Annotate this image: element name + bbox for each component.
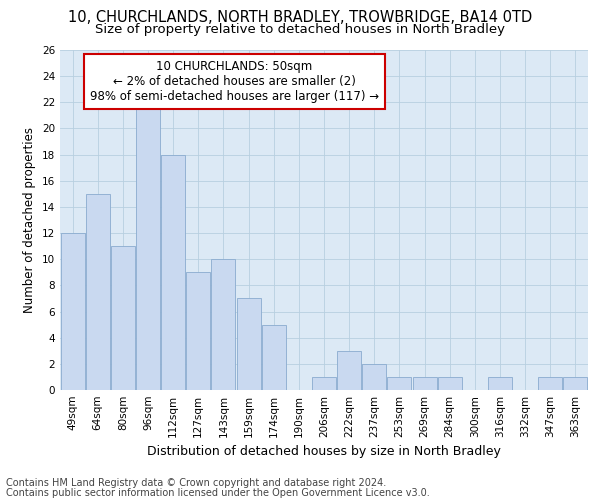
Bar [312,377,336,390]
Bar [161,154,185,390]
Bar [413,377,437,390]
Bar [111,246,135,390]
Bar [488,377,512,390]
Bar [538,377,562,390]
Bar [262,324,286,390]
Text: 10 CHURCHLANDS: 50sqm
← 2% of detached houses are smaller (2)
98% of semi-detach: 10 CHURCHLANDS: 50sqm ← 2% of detached h… [89,60,379,103]
Bar [236,298,260,390]
Bar [86,194,110,390]
X-axis label: Distribution of detached houses by size in North Bradley: Distribution of detached houses by size … [147,446,501,458]
Bar [61,233,85,390]
Bar [563,377,587,390]
Bar [136,102,160,390]
Text: 10, CHURCHLANDS, NORTH BRADLEY, TROWBRIDGE, BA14 0TD: 10, CHURCHLANDS, NORTH BRADLEY, TROWBRID… [68,10,532,25]
Bar [211,259,235,390]
Text: Contains HM Land Registry data © Crown copyright and database right 2024.: Contains HM Land Registry data © Crown c… [6,478,386,488]
Bar [362,364,386,390]
Bar [388,377,412,390]
Bar [187,272,210,390]
Bar [337,351,361,390]
Y-axis label: Number of detached properties: Number of detached properties [23,127,37,313]
Text: Contains public sector information licensed under the Open Government Licence v3: Contains public sector information licen… [6,488,430,498]
Bar [438,377,461,390]
Text: Size of property relative to detached houses in North Bradley: Size of property relative to detached ho… [95,22,505,36]
